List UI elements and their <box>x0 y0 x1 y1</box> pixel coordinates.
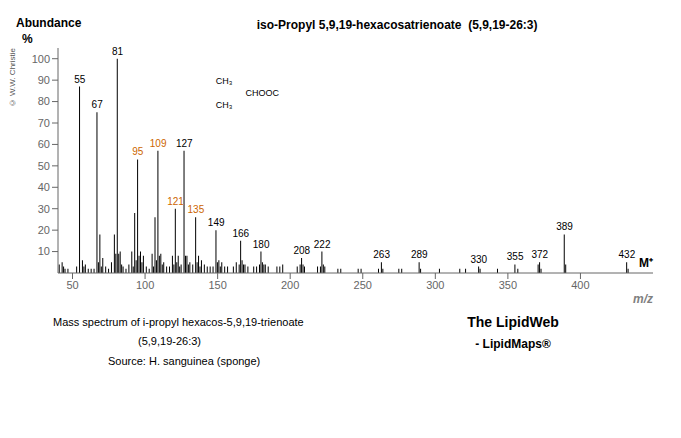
svg-text:389: 389 <box>556 221 573 232</box>
svg-text:400: 400 <box>571 279 589 291</box>
svg-text:289: 289 <box>411 249 428 260</box>
svg-text:30: 30 <box>38 203 50 215</box>
html-text:Abundance: Abundance <box>16 16 82 30</box>
svg-text:50: 50 <box>38 160 50 172</box>
svg-text:127: 127 <box>176 138 193 149</box>
svg-text:166: 166 <box>233 228 250 239</box>
svg-text:250: 250 <box>354 279 372 291</box>
html-text:Mass spectrum of i-propyl hexa: Mass spectrum of i-propyl hexacos-5,9,19… <box>53 316 304 328</box>
svg-text:222: 222 <box>314 239 331 250</box>
html-text:CHOOC: CHOOC <box>245 88 279 98</box>
svg-text:350: 350 <box>499 279 517 291</box>
svg-text:100: 100 <box>32 53 50 65</box>
svg-text:263: 263 <box>373 249 390 260</box>
svg-text:432: 432 <box>619 249 636 260</box>
svg-text:300: 300 <box>426 279 444 291</box>
html-text:(5,9,19-26:3): (5,9,19-26:3) <box>138 335 201 347</box>
svg-text:109: 109 <box>150 138 167 149</box>
svg-text:60: 60 <box>38 138 50 150</box>
svg-text:100: 100 <box>136 279 154 291</box>
svg-text:m/z: m/z <box>633 292 653 306</box>
html-text:CH₃: CH₃ <box>215 100 233 111</box>
svg-text:10: 10 <box>38 245 50 257</box>
svg-text:67: 67 <box>92 99 104 110</box>
html-text:© W.W. Christie: © W.W. Christie <box>8 48 17 108</box>
svg-text:149: 149 <box>208 217 225 228</box>
svg-text:70: 70 <box>38 117 50 129</box>
html-text:iso-Propyl 5,9,19-hexacosatrie: iso-Propyl 5,9,19-hexacosatrienoate (5,9… <box>256 18 538 32</box>
html-text:The LipidWeb: The LipidWeb <box>467 314 559 330</box>
svg-text:20: 20 <box>38 224 50 236</box>
svg-text:330: 330 <box>471 254 488 265</box>
svg-text:80: 80 <box>38 95 50 107</box>
html-text:Source: H. sanguinea (sponge): Source: H. sanguinea (sponge) <box>108 355 261 367</box>
svg-text:121: 121 <box>167 196 184 207</box>
svg-text:55: 55 <box>74 74 86 85</box>
svg-text:208: 208 <box>293 245 310 256</box>
svg-text:50: 50 <box>66 279 78 291</box>
svg-text:40: 40 <box>38 181 50 193</box>
svg-text:150: 150 <box>208 279 226 291</box>
svg-text:355: 355 <box>507 251 524 262</box>
svg-text:90: 90 <box>38 74 50 86</box>
html-text:CH₃: CH₃ <box>215 75 233 86</box>
svg-text:M⁺: M⁺ <box>639 256 653 270</box>
svg-text:81: 81 <box>112 46 124 57</box>
html-text:- LipidMaps®: - LipidMaps® <box>475 337 551 351</box>
svg-text:180: 180 <box>253 239 270 250</box>
svg-text:135: 135 <box>188 204 205 215</box>
svg-text:372: 372 <box>531 249 548 260</box>
svg-text:95: 95 <box>132 146 144 157</box>
svg-text:200: 200 <box>281 279 299 291</box>
